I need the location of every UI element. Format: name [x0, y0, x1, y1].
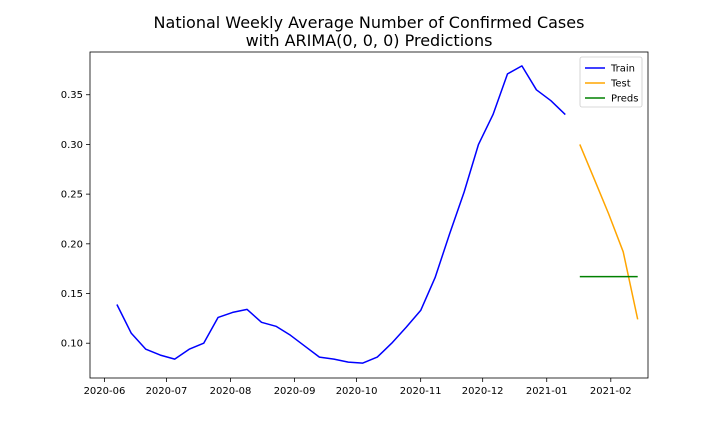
legend-label-test: Test	[610, 79, 631, 90]
chart-title-line-1: National Weekly Average Number of Confir…	[154, 13, 585, 32]
x-tick-label: 2020-10	[336, 386, 378, 397]
plot-area-frame	[89, 51, 649, 379]
y-tick-label: 0.20	[61, 239, 83, 250]
x-tick-label: 2021-02	[590, 386, 632, 397]
y-tick-label: 0.30	[61, 140, 83, 151]
legend-label-preds: Preds	[611, 94, 638, 105]
legend-box	[579, 56, 643, 108]
y-tick-label: 0.15	[61, 289, 83, 300]
x-tick-label: 2020-12	[462, 386, 504, 397]
chart-title-line-2: with ARIMA(0, 0, 0) Predictions	[246, 31, 493, 50]
series-line-test	[579, 144, 639, 320]
x-tick-label: 2020-11	[400, 386, 442, 397]
y-tick-label: 0.25	[61, 190, 83, 201]
x-tick-label: 2020-08	[210, 386, 252, 397]
x-axis: 2020-06 2020-07 2020-08 2020-09 2020-10 2020-…	[84, 378, 632, 397]
y-tick-label: 0.10	[61, 339, 83, 350]
x-tick-label: 2020-07	[146, 386, 188, 397]
series-line-train	[116, 65, 566, 364]
legend: Train Test Preds	[579, 56, 643, 108]
y-tick-label: 0.35	[61, 90, 83, 101]
x-tick-label: 2020-09	[274, 386, 316, 397]
plot-lines	[116, 65, 639, 364]
x-tick-label: 2021-01	[526, 386, 568, 397]
x-tick-label: 2020-06	[84, 386, 126, 397]
y-axis: 0.10 0.15 0.20 0.25 0.30 0.35	[61, 90, 90, 350]
legend-label-train: Train	[610, 64, 635, 75]
